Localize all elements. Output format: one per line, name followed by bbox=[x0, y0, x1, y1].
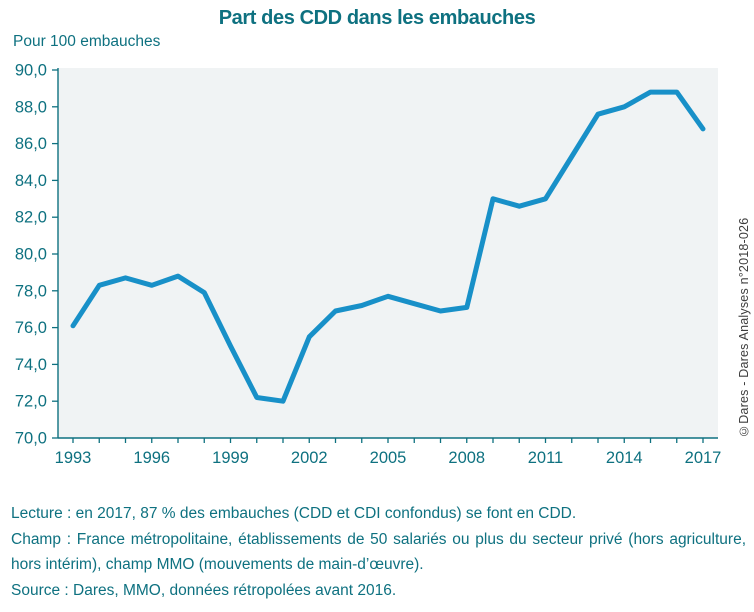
y-tick-label: 82,0 bbox=[15, 209, 47, 227]
line-chart-svg: 70,0 72,0 74,0 76,0 78,0 80,0 82,0 84,0 86,0 88,0… bbox=[15, 62, 722, 468]
y-tick-label: 78,0 bbox=[15, 282, 47, 300]
note-champ: Champ : France métropolitaine, établisse… bbox=[11, 530, 746, 574]
x-tick-label: 2002 bbox=[291, 449, 328, 467]
y-tick-label: 84,0 bbox=[15, 172, 47, 190]
x-tick-label: 2005 bbox=[370, 449, 407, 467]
y-tick-label: 72,0 bbox=[15, 393, 47, 411]
copyright-vertical-note: ©Dares - Dares Analyses n°2018-026 bbox=[737, 217, 751, 438]
y-axis-unit-label: Pour 100 embauches bbox=[13, 33, 161, 50]
y-tick-label: 80,0 bbox=[15, 246, 47, 264]
x-tick-label: 1996 bbox=[133, 449, 170, 467]
chart-area: 70,0 72,0 74,0 76,0 78,0 80,0 82,0 84,0 86,0 88,0… bbox=[0, 55, 754, 485]
y-tick-label: 90,0 bbox=[15, 62, 47, 80]
x-tick-label: 2017 bbox=[685, 449, 722, 467]
y-tick-label: 88,0 bbox=[15, 98, 47, 116]
note-source: Source : Dares, MMO, données rétropolées… bbox=[11, 581, 397, 599]
y-tick-label: 86,0 bbox=[15, 135, 47, 153]
footnotes-block: Lecture : en 2017, 87 % des embauches (C… bbox=[11, 501, 746, 603]
x-tick-label: 2014 bbox=[606, 449, 643, 467]
x-tick-label: 2008 bbox=[448, 449, 485, 467]
y-tick-label: 74,0 bbox=[15, 356, 47, 374]
y-tick-label: 70,0 bbox=[15, 430, 47, 448]
cdd-share-line bbox=[70, 89, 706, 404]
chart-title: Part des CDD dans les embauches bbox=[218, 7, 536, 29]
plot-background bbox=[58, 68, 718, 438]
y-tick-label: 76,0 bbox=[15, 319, 47, 337]
x-tick-label: 1999 bbox=[212, 449, 249, 467]
note-lecture: Lecture : en 2017, 87 % des embauches (C… bbox=[11, 505, 577, 522]
x-tick-label: 2011 bbox=[528, 449, 563, 467]
x-tick-label: 1993 bbox=[55, 449, 92, 467]
